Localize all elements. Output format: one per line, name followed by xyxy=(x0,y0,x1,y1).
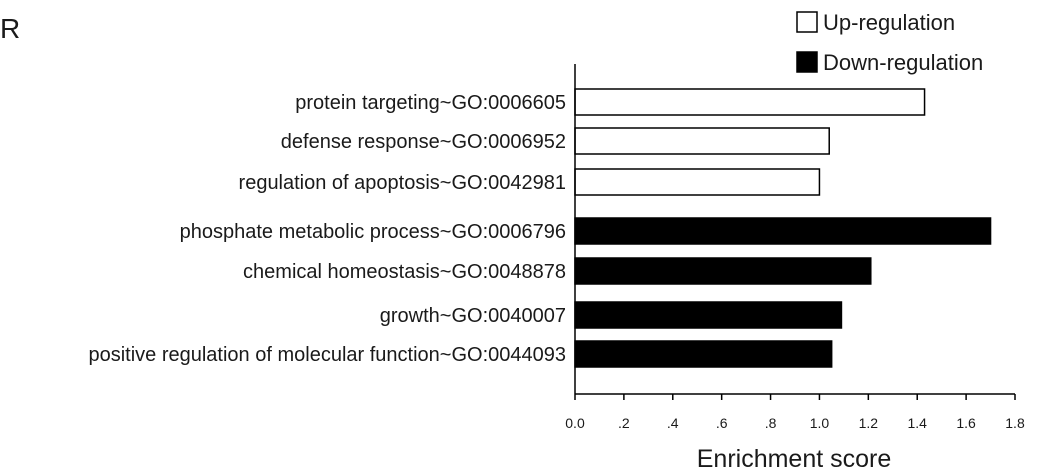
x-tick-label-3: .6 xyxy=(716,415,728,431)
bar-3 xyxy=(574,168,821,196)
bar-1 xyxy=(574,88,926,116)
category-label-4: phosphate metabolic process~GO:0006796 xyxy=(180,221,566,243)
x-axis: 0.0 .2 .4 .6 .8 1.0 1.2 1.4 1.6 1.8 xyxy=(565,393,1025,431)
x-axis-title: Enrichment score xyxy=(697,445,892,473)
category-label-7: positive regulation of molecular functio… xyxy=(88,344,566,366)
bar-5 xyxy=(574,257,872,285)
x-tick-label-7: 1.4 xyxy=(907,415,927,431)
x-tick-label-1: .2 xyxy=(618,415,630,431)
legend-swatch-up xyxy=(796,11,818,33)
legend-swatch-down xyxy=(796,51,818,73)
legend-label-down: Down-regulation xyxy=(823,50,983,75)
x-tick-label-2: .4 xyxy=(667,415,679,431)
category-label-6: growth~GO:0040007 xyxy=(380,305,566,327)
bar-2 xyxy=(574,127,830,155)
category-labels: protein targeting~GO:0006605 defense resp… xyxy=(88,92,566,366)
bar-7 xyxy=(574,340,833,368)
category-label-2: defense response~GO:0006952 xyxy=(281,131,566,153)
bar-6 xyxy=(574,301,843,329)
bar-4 xyxy=(574,217,992,245)
x-tick-label-8: 1.6 xyxy=(956,415,976,431)
category-label-1: protein targeting~GO:0006605 xyxy=(295,92,566,114)
legend: Up-regulation Down-regulation xyxy=(796,10,983,75)
legend-label-up: Up-regulation xyxy=(823,10,955,35)
panel-letter: R xyxy=(0,13,20,44)
bars-group xyxy=(574,88,992,368)
category-label-5: chemical homeostasis~GO:0048878 xyxy=(243,261,566,283)
x-tick-label-5: 1.0 xyxy=(810,415,830,431)
category-label-3: regulation of apoptosis~GO:0042981 xyxy=(239,172,566,194)
x-tick-label-6: 1.2 xyxy=(859,415,879,431)
x-tick-label-9: 1.8 xyxy=(1005,415,1025,431)
x-tick-label-0: 0.0 xyxy=(565,415,585,431)
x-tick-label-4: .8 xyxy=(765,415,777,431)
